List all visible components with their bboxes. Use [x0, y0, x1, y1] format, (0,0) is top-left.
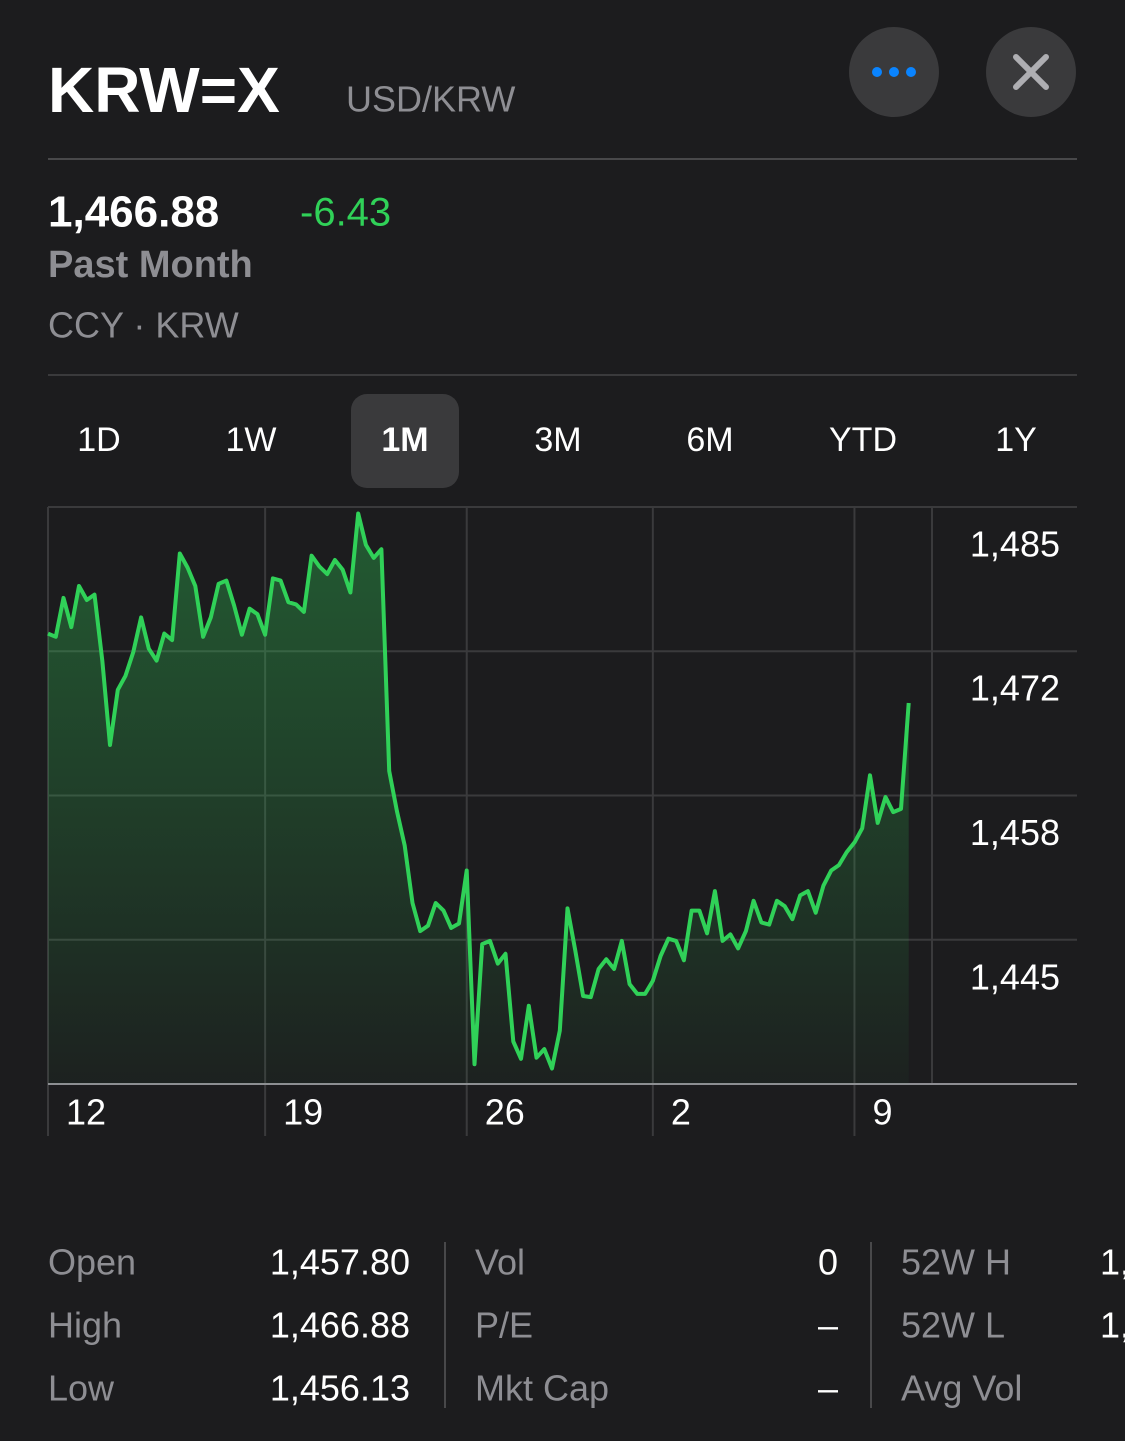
dot	[906, 67, 916, 77]
stats: Open 1,457.80 High 1,466.88 Low 1,456.13 Vol 0 P…	[48, 1242, 1125, 1409]
tab[interactable]: 6M	[686, 421, 733, 459]
stat-value: 0	[818, 1242, 838, 1283]
tab[interactable]: YTD	[829, 421, 897, 459]
more-button[interactable]	[849, 27, 939, 117]
stat-label: Mkt Cap	[475, 1368, 609, 1409]
stat-value: 1,	[1100, 1305, 1125, 1346]
dot	[889, 67, 899, 77]
y-tick-label: 1,472	[970, 668, 1060, 709]
stat-label: High	[48, 1305, 122, 1346]
tab[interactable]: 1W	[226, 421, 277, 459]
stat-value: –	[818, 1305, 838, 1346]
tab[interactable]: 1D	[77, 421, 120, 459]
symbol: KRW=X	[48, 54, 280, 126]
price: 1,466.88	[48, 188, 219, 237]
close-button[interactable]	[986, 27, 1076, 117]
stat-label: Open	[48, 1242, 136, 1283]
stat-value: 1,456.13	[270, 1368, 410, 1409]
tab[interactable]: 3M	[534, 421, 581, 459]
stat-value: –	[818, 1368, 838, 1409]
y-tick-label: 1,485	[970, 524, 1060, 565]
stat-value: 1,457.80	[270, 1242, 410, 1283]
range-tabs: 1D 1W 1M 3M 6M YTD 1Y	[77, 394, 1037, 488]
change: -6.43	[300, 191, 391, 235]
chart: 1,485 1,472 1,458 1,445 12 19 26 2 9	[47, 506, 1077, 1136]
stat-label: Avg Vol	[901, 1368, 1022, 1409]
stat-value: 1,	[1100, 1242, 1125, 1283]
close-icon	[1013, 54, 1049, 90]
price-area	[48, 513, 909, 1084]
symbol-name: USD/KRW	[346, 79, 515, 120]
stat-label: 52W L	[901, 1305, 1005, 1346]
dot	[872, 67, 882, 77]
x-tick-label: 12	[66, 1092, 106, 1133]
price-line	[47, 511, 911, 1071]
x-tick-label: 19	[283, 1092, 323, 1133]
stat-label: P/E	[475, 1305, 533, 1346]
tab[interactable]: 1Y	[995, 421, 1037, 459]
y-tick-label: 1,458	[970, 812, 1060, 853]
meta: CCY · KRW	[48, 305, 239, 346]
stat-value: 1,466.88	[270, 1305, 410, 1346]
stat-label: Vol	[475, 1242, 525, 1283]
tab[interactable]: 1M	[381, 421, 428, 459]
x-tick-label: 26	[485, 1092, 525, 1133]
x-tick-label: 2	[671, 1092, 691, 1133]
period: Past Month	[48, 244, 253, 286]
tab-selected-bg[interactable]	[351, 394, 459, 488]
stat-label: 52W H	[901, 1242, 1011, 1283]
stat-label: Low	[48, 1368, 115, 1409]
y-tick-label: 1,445	[970, 956, 1060, 997]
x-tick-label: 9	[872, 1092, 892, 1133]
